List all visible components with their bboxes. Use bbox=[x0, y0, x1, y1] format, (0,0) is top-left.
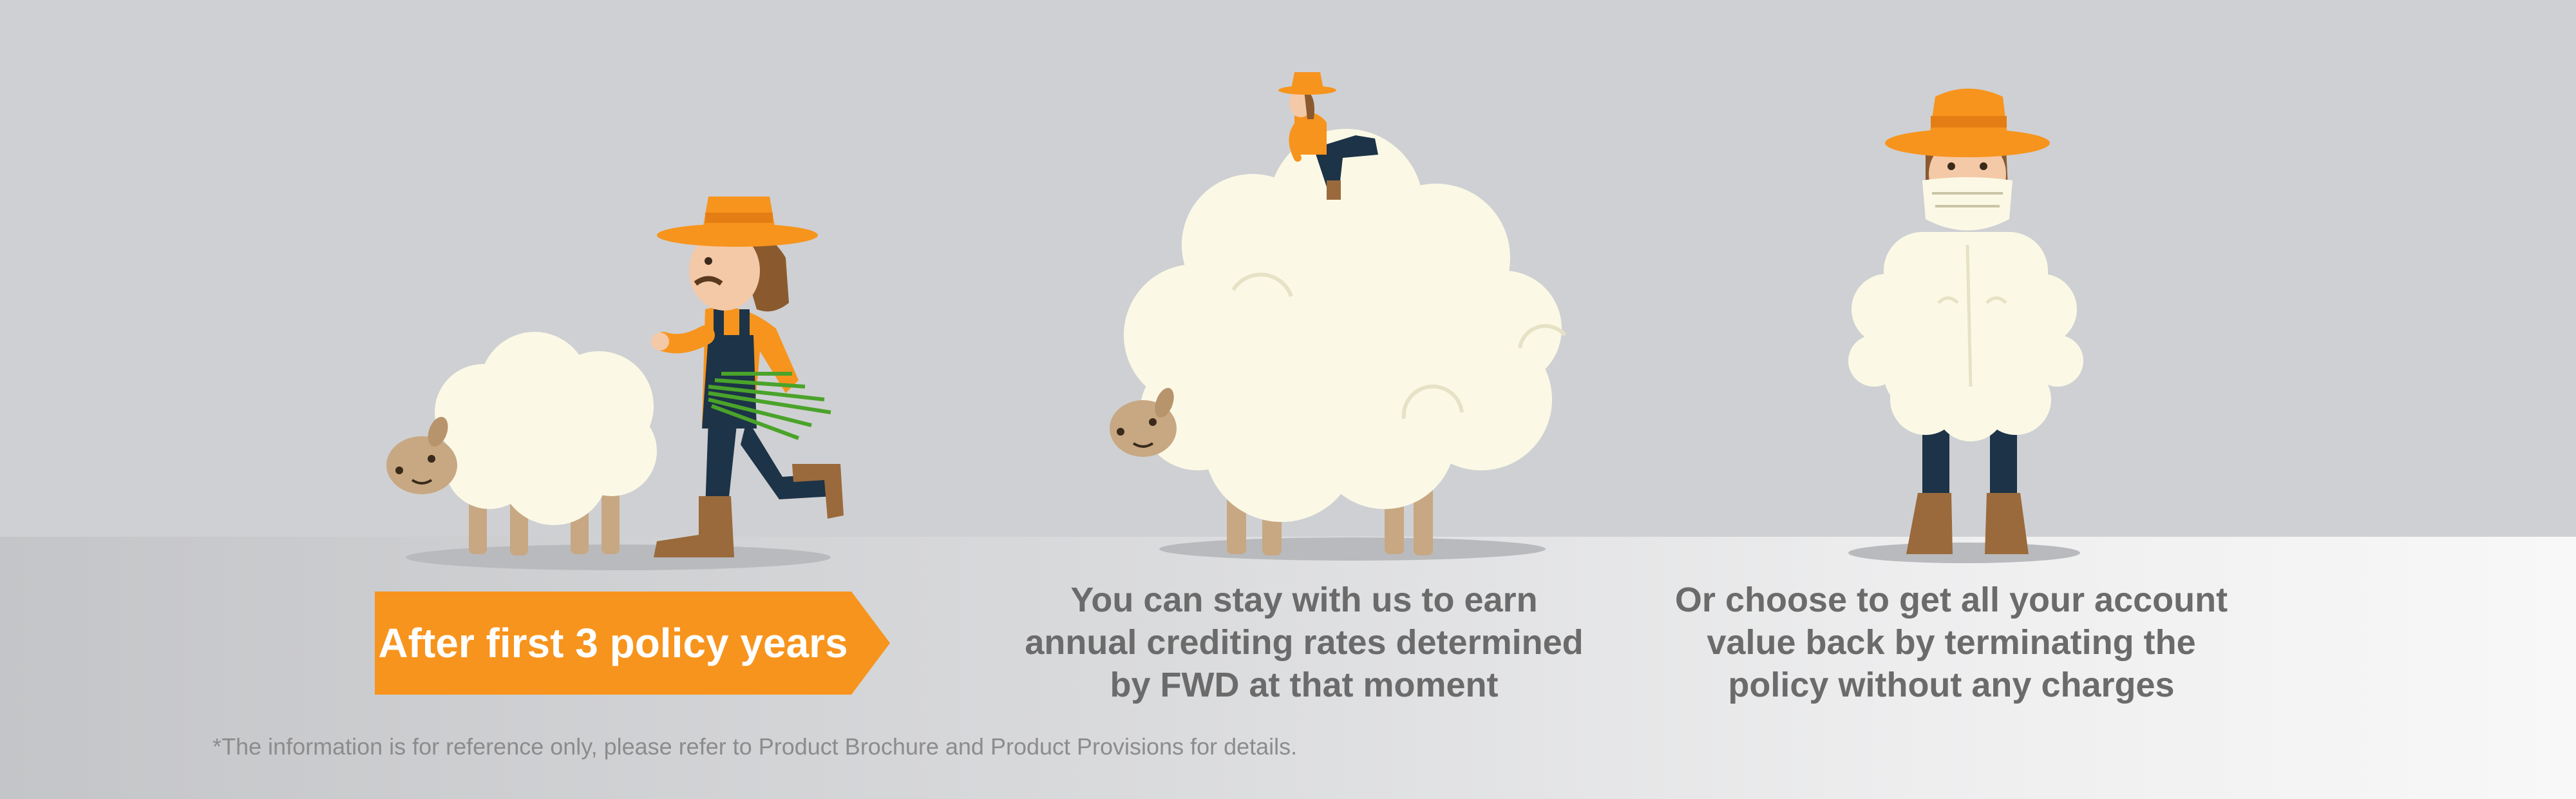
terminate-caption-line: Or choose to get all your account bbox=[1674, 581, 2228, 619]
running-farmer-icon bbox=[651, 197, 844, 557]
stay-caption-line: You can stay with us to earn bbox=[1070, 581, 1538, 619]
arrow-banner-shape bbox=[375, 592, 890, 695]
stay-caption: You can stay with us to earn annual cred… bbox=[1005, 579, 1604, 706]
terminate-caption-line: policy without any charges bbox=[1728, 666, 2175, 704]
tiny-farmer-icon bbox=[1278, 72, 1378, 200]
stay-caption-line: annual crediting rates determined bbox=[1025, 623, 1584, 662]
terminate-caption: Or choose to get all your account value … bbox=[1674, 579, 2228, 706]
banner-label: After first 3 policy years bbox=[378, 620, 848, 666]
small-sheep-icon bbox=[386, 332, 657, 555]
after-three-years-banner: After first 3 policy years bbox=[375, 592, 890, 695]
wool-coat-farmer-icon bbox=[1848, 88, 2083, 554]
disclaimer-text: *The information is for reference only, … bbox=[213, 733, 1298, 760]
big-sheep-icon bbox=[1110, 129, 1567, 555]
stay-caption-line: by FWD at that moment bbox=[1110, 666, 1499, 704]
terminate-caption-line: value back by terminating the bbox=[1707, 623, 2196, 662]
